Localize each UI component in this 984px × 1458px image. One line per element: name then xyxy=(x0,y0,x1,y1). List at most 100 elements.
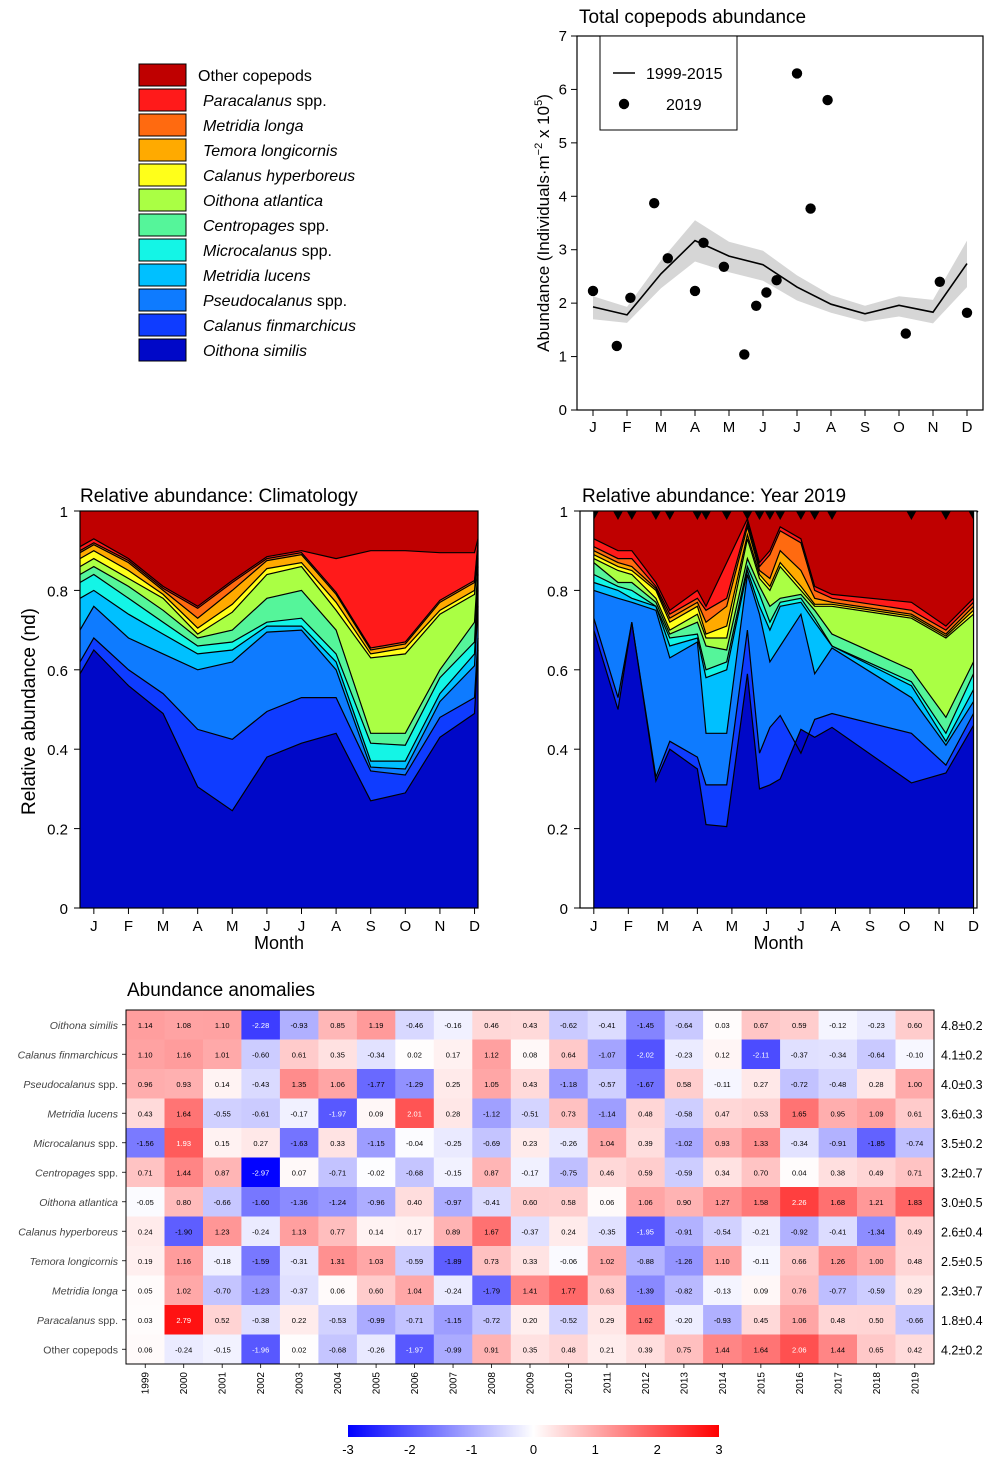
heatmap-cell xyxy=(164,1128,204,1158)
area-boundary xyxy=(79,542,479,649)
panel-title: Abundance anomalies xyxy=(127,980,315,1001)
x-tick-label: J xyxy=(590,918,598,935)
data-point-2019 xyxy=(761,287,772,298)
heatmap-cell-value: -0.13 xyxy=(714,1286,731,1295)
heatmap-cell xyxy=(126,1010,165,1040)
heatmap-cell xyxy=(279,1305,319,1335)
heatmap-cell-value: 1.21 xyxy=(869,1198,884,1207)
x-tick-label: A xyxy=(830,918,840,935)
heatmap-cell xyxy=(549,1246,588,1276)
row-mean-label: 1.8±0.4 xyxy=(941,1314,983,1328)
heatmap-cell xyxy=(587,1216,627,1247)
heatmap-cell-value: 1.10 xyxy=(138,1050,153,1059)
row-label-name: Oithona atlantica xyxy=(39,1197,118,1209)
heatmap-cell-value: -0.91 xyxy=(829,1139,846,1148)
heatmap-cell xyxy=(472,1157,512,1188)
heatmap-cell xyxy=(741,1246,781,1276)
heatmap-cell-value: 0.27 xyxy=(253,1139,268,1148)
legend-label-name: Temora longicornis xyxy=(203,143,338,160)
heatmap-cell xyxy=(741,1128,781,1158)
heatmap-cell-value: 0.21 xyxy=(600,1345,615,1354)
row-label-name: Calanus hyperboreus xyxy=(18,1226,119,1238)
heatmap-cell xyxy=(510,1157,550,1188)
heatmap-cell-value: -1.45 xyxy=(637,1021,654,1030)
heatmap-cell xyxy=(395,1216,435,1247)
heatmap-cell xyxy=(780,1069,819,1099)
heatmap-cell-value: -0.70 xyxy=(214,1286,231,1295)
legend-swatch xyxy=(138,188,187,212)
heatmap-cell-value: 1.16 xyxy=(176,1257,191,1266)
legend-label: Temora longicornis xyxy=(203,143,338,160)
heatmap-cell xyxy=(164,1334,204,1365)
year-label: 2014 xyxy=(718,1372,729,1395)
heatmap-cell-value: 0.48 xyxy=(907,1257,922,1266)
data-point-2019 xyxy=(934,276,945,287)
heatmap-cell-value: 1.14 xyxy=(138,1021,153,1030)
heatmap-cell-value: 0.50 xyxy=(869,1316,884,1325)
heatmap-cell xyxy=(857,1010,896,1040)
y-tick-label: 0.4 xyxy=(47,742,68,759)
colorbar-tick-label: 3 xyxy=(715,1442,722,1457)
year-label: 2012 xyxy=(641,1372,652,1395)
heatmap-cell-value: 0.17 xyxy=(446,1050,461,1059)
heatmap-cell xyxy=(395,1334,435,1365)
heatmap-cell-value: -0.74 xyxy=(906,1139,923,1148)
heatmap-cell-value: -0.62 xyxy=(560,1021,577,1030)
heatmap-cell xyxy=(126,1069,165,1099)
year-label: 2001 xyxy=(218,1372,229,1395)
heatmap-cell xyxy=(780,1334,819,1365)
heatmap-cell-value: -1.26 xyxy=(675,1257,692,1266)
heatmap-cell xyxy=(472,1128,512,1158)
heatmap-cell-value: 1.02 xyxy=(600,1257,615,1266)
data-point-2019 xyxy=(805,203,816,214)
heatmap-cell-value: -0.24 xyxy=(175,1345,192,1354)
heatmap-cell xyxy=(857,1039,896,1070)
area-boundary xyxy=(593,556,975,719)
heatmap-cell xyxy=(279,1010,319,1040)
x-axis-label: Month xyxy=(254,933,304,953)
heatmap-cell xyxy=(241,1334,281,1365)
heatmap-cell-value: 0.12 xyxy=(715,1050,730,1059)
area-layer xyxy=(80,558,478,734)
heatmap-cell-value: 0.03 xyxy=(138,1316,153,1325)
heatmap-cell xyxy=(126,1334,165,1365)
heatmap-cell xyxy=(857,1187,896,1217)
heatmap-cell-value: 0.14 xyxy=(369,1227,384,1236)
legend-series-label: 2019 xyxy=(666,97,702,114)
area-boundary xyxy=(79,637,479,776)
heatmap-cell-value: -1.67 xyxy=(637,1080,654,1089)
heatmap-cell xyxy=(703,1275,742,1306)
no-data-region xyxy=(580,511,594,908)
heatmap-cell-value: 1.77 xyxy=(561,1286,576,1295)
area-layer xyxy=(80,638,478,811)
heatmap-cell xyxy=(472,1010,512,1040)
heatmap-cell-value: 0.24 xyxy=(138,1227,153,1236)
heatmap-cell xyxy=(626,1128,665,1158)
x-tick-label: S xyxy=(865,918,875,935)
year-label: 2006 xyxy=(410,1372,421,1395)
heatmap-cell xyxy=(318,1275,358,1306)
heatmap-cell-value: -0.21 xyxy=(752,1227,769,1236)
heatmap-cell xyxy=(780,1305,819,1335)
heatmap-cell-value: -0.25 xyxy=(444,1139,461,1148)
heatmap-cell-value: -0.66 xyxy=(214,1198,231,1207)
data-point-2019 xyxy=(718,261,730,272)
sampling-date-marker xyxy=(795,511,806,520)
sampling-date-marker xyxy=(701,511,711,520)
area-layer xyxy=(593,522,974,635)
x-tick-label: O xyxy=(399,918,411,935)
row-label: Microcalanus spp. xyxy=(33,1138,118,1150)
heatmap-cell-value: 0.87 xyxy=(215,1168,230,1177)
colorbar xyxy=(348,1425,719,1437)
heatmap-cell xyxy=(741,1187,781,1217)
heatmap-cell-value: -1.63 xyxy=(291,1139,308,1148)
x-tick-label: S xyxy=(860,419,870,436)
x-tick-label: M xyxy=(726,918,739,935)
data-point-2019 xyxy=(698,237,709,248)
area-layer xyxy=(593,574,974,785)
x-tick-label: M xyxy=(157,918,170,935)
sampling-date-marker xyxy=(626,511,637,520)
heatmap-cell-value: 0.22 xyxy=(292,1316,307,1325)
data-point-2019 xyxy=(900,328,911,339)
row-label-suffix: spp. xyxy=(95,1167,118,1179)
